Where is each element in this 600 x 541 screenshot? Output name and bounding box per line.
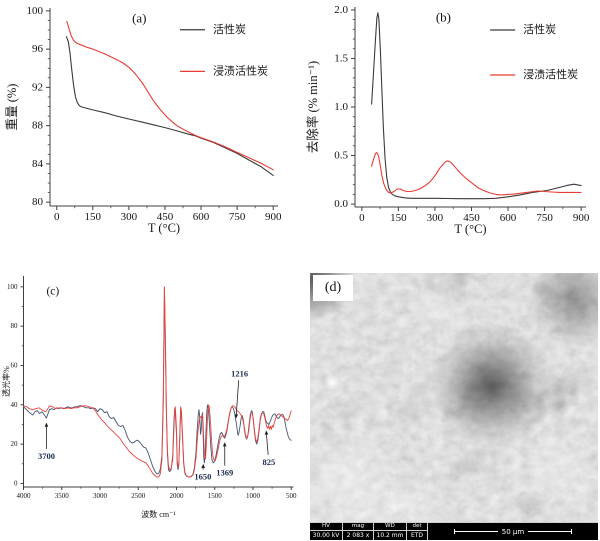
x-axis-title: T (°C): [148, 221, 180, 235]
x-tick-label: 750: [536, 212, 553, 224]
annotation-text: 1216: [231, 368, 248, 378]
y-tick-label: 80: [11, 322, 19, 330]
legend-label: 浸渍活性炭: [213, 63, 268, 77]
series-line-浸渍活性炭: [23, 286, 292, 478]
scale-label: 50 μm: [501, 527, 525, 536]
sem-wd-cell: WD 10.2 mm: [374, 522, 407, 540]
sem-mag-header: mag: [343, 523, 373, 531]
y-tick-label: 80: [32, 196, 44, 208]
annotation-text: 825: [262, 457, 275, 467]
y-tick-label: 0.5: [334, 150, 348, 162]
scale-right-line: [528, 531, 571, 532]
x-tick-label: 1500: [208, 492, 223, 500]
sem-info-bar: HV 30.00 kV mag 2 083 x WD 10.2 mm det E…: [310, 522, 598, 540]
annotation-arrowhead: [201, 463, 205, 469]
x-tick-label: 3500: [55, 492, 70, 500]
y-tick-label: 1.0: [334, 101, 348, 113]
x-tick-label: 750: [229, 211, 246, 223]
scale-left-tick: [454, 529, 455, 534]
y-axis-title: 去除率 (% min⁻¹): [305, 61, 320, 153]
annotation-arrowhead: [44, 422, 49, 427]
x-tick-label: 2500: [131, 492, 146, 500]
series-line-活性炭: [65, 36, 274, 176]
y-tick-label: 0.0: [334, 198, 348, 210]
y-tick-label: 100: [27, 5, 44, 17]
sem-hv-header: HV: [310, 523, 342, 531]
y-tick-label: 40: [11, 401, 19, 409]
panel-title: (c): [46, 286, 59, 298]
x-tick-label: 150: [390, 212, 407, 224]
x-tick-label: 150: [85, 211, 102, 223]
series-line-浸渍活性炭: [371, 152, 582, 196]
annotation-text: 1369: [216, 468, 233, 478]
annotation-arrowhead: [222, 442, 227, 447]
chart-dtg: 0 150 300 450 600 750 900 0.0 0.5 1.0 1.5 2.0 T (°C)…: [305, 4, 590, 236]
x-tick-label: 0: [54, 211, 60, 223]
annotation-arrow-line: [235, 380, 240, 416]
x-tick-label: 300: [427, 212, 444, 224]
panel-d-label-text: (d): [324, 280, 342, 295]
x-tick-label: 0: [359, 212, 365, 224]
panel-title: (a): [132, 10, 146, 25]
sem-det-header: det: [407, 523, 427, 531]
scale-left-line: [455, 531, 498, 532]
x-tick-label: 450: [463, 212, 480, 224]
sem-mag-value: 2 083 x: [346, 532, 370, 539]
y-tick-label: 2.0: [334, 4, 348, 16]
legend-label: 活性炭: [213, 22, 246, 36]
legend-label: 活性炭: [523, 22, 556, 36]
x-tick-label: 500: [286, 492, 297, 500]
sem-scale-bar: 50 μm: [454, 528, 572, 536]
sem-mag-cell: mag 2 083 x: [343, 522, 374, 540]
sem-wd-header: WD: [374, 523, 406, 531]
series-line-浸渍活性炭: [66, 20, 274, 171]
y-tick-label: 60: [11, 361, 19, 369]
y-tick-label: 88: [32, 120, 44, 132]
y-tick-label: 96: [32, 43, 44, 55]
sem-shading: [310, 273, 598, 540]
y-tick-label: 20: [11, 440, 19, 448]
x-tick-label: 900: [573, 212, 590, 224]
y-tick-label: 100: [7, 283, 18, 291]
sem-det-cell: det ETD: [407, 522, 428, 540]
y-axis-title: 重量 (%): [4, 84, 19, 131]
x-tick-label: 600: [193, 211, 210, 223]
annotation-text: 3700: [38, 451, 55, 461]
annotation-arrowhead: [264, 430, 269, 435]
sem-scale-area: 50 μm: [428, 522, 598, 540]
panel-title: (b): [436, 10, 451, 25]
x-tick-label: 600: [500, 212, 517, 224]
x-tick-label: 900: [265, 211, 282, 223]
legend-label: 浸渍活性炭: [523, 67, 578, 81]
scale-right-tick: [571, 529, 572, 534]
x-tick-label: 3000: [93, 492, 108, 500]
annotation-arrowhead: [234, 414, 239, 419]
chart-ftir: 4000 3500 3000 2500 2000 1500 1000 500 0 20 40 60 80…: [1, 276, 297, 519]
y-tick-label: 0: [14, 479, 18, 487]
x-tick-label: 4000: [17, 492, 32, 500]
x-tick-label: 450: [157, 211, 174, 223]
y-axis-title: 透光率%: [1, 366, 11, 397]
sem-wd-value: 10.2 mm: [376, 532, 404, 539]
annotation-arrow-line: [266, 433, 269, 455]
chart-tga: 0 150 300 450 600 750 900 80 84 88 92 96 100 T (°C) 重量…: [4, 5, 282, 235]
y-tick-label: 92: [32, 81, 43, 93]
sem-hv-cell: HV 30.00 kV: [310, 522, 343, 540]
annotation-text: 1650: [194, 472, 211, 482]
x-axis-title: 波数 cm⁻¹: [141, 509, 176, 519]
series-line-活性炭: [23, 286, 292, 478]
x-tick-label: 2000: [169, 492, 184, 500]
panel-d-label: (d): [313, 275, 353, 301]
y-tick-label: 1.5: [334, 52, 348, 64]
x-tick-label: 300: [121, 211, 138, 223]
y-tick-label: 84: [32, 158, 44, 170]
series-line-活性炭: [371, 12, 582, 200]
x-axis-title: T (°C): [454, 222, 486, 236]
sem-det-value: ETD: [410, 532, 424, 539]
sem-image-panel: (d) HV 30.00 kV mag 2 083 x WD 10.2 mm d…: [310, 273, 598, 540]
sem-hv-value: 30.00 kV: [312, 532, 340, 539]
x-tick-label: 1000: [246, 492, 261, 500]
